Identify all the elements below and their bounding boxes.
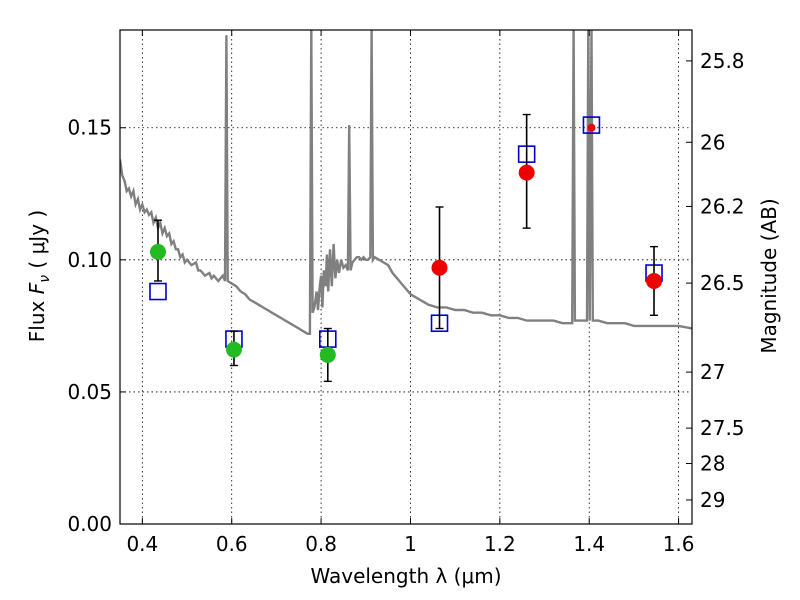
grid-lines: [120, 30, 692, 525]
observed-point-infrared: [518, 164, 535, 181]
y2-axis-label: Magnitude (AB): [757, 198, 781, 353]
observed-point-infrared: [646, 272, 663, 289]
y2-tick-label: 27.5: [700, 416, 745, 440]
x-tick-label: 1.4: [573, 532, 605, 556]
y2-tick-label: 26.2: [700, 194, 745, 218]
observed-point-optical: [149, 243, 166, 260]
y2-tick-label: 28: [700, 452, 725, 476]
y-axis-label-suffix: ( μJy ): [25, 210, 49, 275]
y-axis-label-prefix: Flux: [25, 294, 49, 342]
y2-axis-ticks: 25.8 26 26.2 26.5 27 27.5 28 29: [686, 49, 745, 512]
x-tick-label: 0.4: [126, 532, 158, 556]
observed-point-optical: [225, 341, 242, 358]
y2-tick-label: 26.5: [700, 271, 745, 295]
y-axis-ticks: 0.00 0.05 0.10 0.15: [67, 116, 126, 536]
x-tick-label: 0.6: [216, 532, 248, 556]
observed-points: [149, 123, 663, 363]
x-tick-label: 0.8: [305, 532, 337, 556]
error-bars: [153, 113, 659, 383]
y-tick-label: 0.05: [67, 380, 112, 404]
y2-tick-label: 26: [700, 130, 725, 154]
y-axis-label-symbol: F: [25, 282, 49, 294]
model-point: [149, 282, 167, 301]
y2-tick-label: 25.8: [700, 49, 745, 73]
y-tick-label: 0.00: [67, 512, 112, 536]
spectrum-line: [120, 30, 692, 335]
y-axis-label-subscript: ν: [37, 275, 53, 283]
plot-content: [120, 30, 692, 383]
x-tick-label: 1.2: [484, 532, 516, 556]
x-tick-label: 1: [404, 532, 417, 556]
y-axis-label: Flux Fν ( μJy ): [25, 210, 53, 342]
x-axis-ticks: 0.4 0.6 0.8 1 1.2 1.4 1.6: [126, 30, 695, 556]
y2-tick-label: 29: [700, 488, 725, 512]
model-point: [582, 116, 601, 134]
y-tick-label: 0.15: [67, 116, 112, 140]
y2-tick-label: 27: [700, 360, 725, 384]
x-tick-label: 1.6: [663, 532, 695, 556]
observed-point-infrared: [587, 123, 596, 132]
observed-point-optical: [319, 346, 336, 363]
y-tick-label: 0.10: [67, 248, 112, 272]
observed-point-infrared: [431, 259, 448, 276]
plot-frame: [119, 29, 693, 525]
x-axis-label: Wavelength λ (μm): [310, 564, 501, 588]
